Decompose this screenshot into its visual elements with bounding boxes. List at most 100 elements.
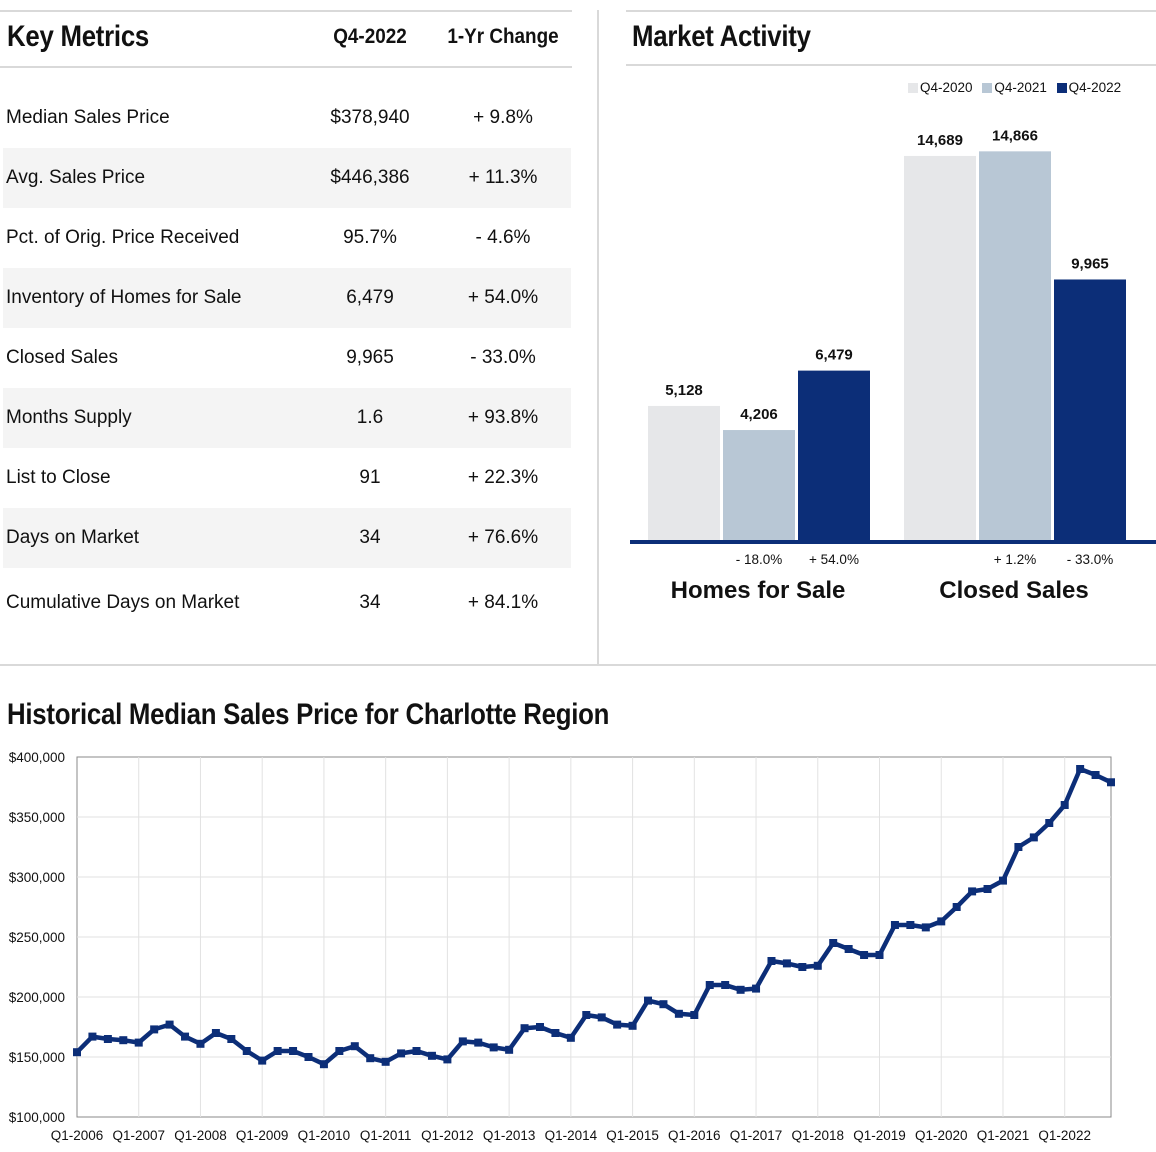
y-tick-label: $200,000 bbox=[9, 990, 65, 1005]
table-row: List to Close 91 + 22.3% bbox=[3, 448, 571, 508]
table-row: Median Sales Price $378,940 + 9.8% bbox=[3, 88, 571, 148]
data-point bbox=[1029, 833, 1038, 842]
metric-value: 34 bbox=[359, 592, 381, 613]
data-point bbox=[1076, 765, 1085, 773]
metric-change: + 22.3% bbox=[467, 467, 539, 488]
bar-value-label: 6,479 bbox=[815, 347, 853, 364]
data-point bbox=[211, 1029, 220, 1037]
data-point bbox=[998, 876, 1007, 885]
metric-value: 1.6 bbox=[356, 407, 384, 428]
key-metrics-title: Key Metrics bbox=[7, 20, 150, 53]
data-point bbox=[350, 1042, 359, 1051]
table-row: Pct. of Orig. Price Received 95.7% - 4.6% bbox=[3, 208, 571, 268]
data-point bbox=[1091, 771, 1100, 779]
x-tick-label: Q1-2016 bbox=[668, 1128, 721, 1143]
data-point bbox=[535, 1023, 544, 1031]
data-point bbox=[319, 1060, 328, 1069]
data-point bbox=[906, 921, 915, 929]
chart-legend: Q4-2020 Q4-2021 Q4-2022 bbox=[908, 80, 1127, 95]
metric-change: + 9.8% bbox=[473, 107, 533, 128]
data-point bbox=[690, 1011, 699, 1019]
data-point bbox=[921, 923, 930, 932]
data-point bbox=[860, 951, 869, 959]
legend-item: Q4-2022 bbox=[1056, 80, 1121, 95]
data-point bbox=[73, 1048, 81, 1057]
x-tick-label: Q1-2017 bbox=[730, 1128, 783, 1143]
table-row: Days on Market 34 + 76.6% bbox=[3, 508, 571, 568]
table-row: Avg. Sales Price $446,386 + 11.3% bbox=[3, 148, 571, 208]
legend-label: Q4-2020 bbox=[920, 80, 973, 95]
data-point bbox=[304, 1053, 313, 1061]
bar-q4-2020-closed-sales bbox=[904, 155, 976, 540]
data-point bbox=[829, 939, 838, 947]
change-label: + 1.2% bbox=[994, 552, 1036, 567]
metric-change: + 54.0% bbox=[467, 287, 539, 308]
x-tick-label: Q1-2009 bbox=[236, 1128, 289, 1143]
data-point bbox=[798, 963, 807, 971]
x-tick-label: Q1-2021 bbox=[977, 1128, 1030, 1143]
metric-change: + 76.6% bbox=[467, 527, 539, 548]
data-point bbox=[134, 1038, 143, 1047]
legend-label: Q4-2021 bbox=[994, 80, 1047, 95]
bar-value-label: 4,206 bbox=[740, 406, 778, 423]
data-point bbox=[659, 1000, 668, 1009]
data-point bbox=[890, 921, 899, 929]
legend-item: Q4-2021 bbox=[982, 80, 1047, 95]
data-point bbox=[427, 1051, 436, 1060]
x-tick-label: Q1-2006 bbox=[51, 1128, 104, 1143]
data-point bbox=[628, 1021, 637, 1030]
category-label: Homes for Sale bbox=[671, 577, 846, 604]
metric-label: Closed Sales bbox=[6, 347, 118, 368]
y-tick-label: $350,000 bbox=[9, 810, 65, 825]
data-point bbox=[705, 981, 714, 989]
metric-label: Months Supply bbox=[6, 407, 132, 428]
market-activity-panel: Market Activity Q4-2020 Q4-2021 Q4-2022 … bbox=[626, 10, 1156, 650]
metric-label: Avg. Sales Price bbox=[6, 167, 146, 188]
data-point bbox=[752, 984, 761, 993]
change-label: + 54.0% bbox=[809, 552, 859, 567]
bar-q4-2022-homes-for-sale bbox=[798, 370, 870, 540]
data-point bbox=[397, 1049, 406, 1058]
data-point bbox=[443, 1055, 452, 1064]
data-point bbox=[1060, 801, 1069, 809]
column-header-q4-2022: Q4-2022 bbox=[333, 25, 407, 48]
metric-change: + 93.8% bbox=[467, 407, 539, 428]
bar-q4-2021-homes-for-sale bbox=[723, 430, 795, 540]
metric-value: 91 bbox=[359, 467, 381, 488]
metric-change: - 4.6% bbox=[475, 227, 531, 248]
vertical-divider bbox=[597, 10, 599, 664]
key-metrics-header: Key Metrics Q4-2022 1-Yr Change bbox=[0, 10, 572, 68]
metric-value: 34 bbox=[359, 527, 381, 548]
table-row: Inventory of Homes for Sale 6,479 + 54.0% bbox=[3, 268, 571, 328]
data-point bbox=[88, 1032, 97, 1041]
metric-change: + 11.3% bbox=[468, 167, 538, 188]
data-point bbox=[412, 1047, 421, 1055]
x-tick-label: Q1-2007 bbox=[112, 1128, 165, 1143]
x-tick-label: Q1-2008 bbox=[174, 1128, 227, 1143]
historical-median-price-chart: $100,000 $150,000 $200,000 $250,000 $300,000… bbox=[9, 750, 1115, 1143]
x-tick-label: Q1-2012 bbox=[421, 1128, 474, 1143]
data-point bbox=[582, 1011, 591, 1019]
x-tick-label: Q1-2013 bbox=[483, 1128, 536, 1143]
data-point bbox=[721, 981, 730, 989]
data-point bbox=[736, 985, 745, 994]
y-tick-label: $400,000 bbox=[9, 750, 65, 765]
data-point bbox=[381, 1057, 390, 1066]
key-metrics-rows: Median Sales Price $378,940 + 9.8% Avg. Sa… bbox=[3, 88, 571, 634]
metric-value: 9,965 bbox=[346, 347, 394, 368]
x-tick-label: Q1-2011 bbox=[360, 1128, 412, 1143]
bar-value-label: 14,689 bbox=[917, 132, 963, 149]
data-point bbox=[474, 1038, 483, 1047]
data-point bbox=[767, 957, 776, 965]
data-point bbox=[813, 961, 822, 970]
data-point bbox=[181, 1032, 190, 1041]
table-row: Cumulative Days on Market 34 + 84.1% bbox=[3, 568, 571, 634]
data-point bbox=[597, 1013, 606, 1022]
change-label: - 33.0% bbox=[1067, 552, 1114, 567]
x-tick-label: Q1-2019 bbox=[853, 1128, 906, 1143]
y-tick-label: $300,000 bbox=[9, 870, 65, 885]
historical-chart-title: Historical Median Sales Price for Charlo… bbox=[7, 698, 610, 731]
key-metrics-table: Key Metrics Q4-2022 1-Yr Change Median S… bbox=[0, 10, 572, 613]
metric-label: Days on Market bbox=[6, 527, 140, 548]
data-point bbox=[458, 1037, 467, 1046]
